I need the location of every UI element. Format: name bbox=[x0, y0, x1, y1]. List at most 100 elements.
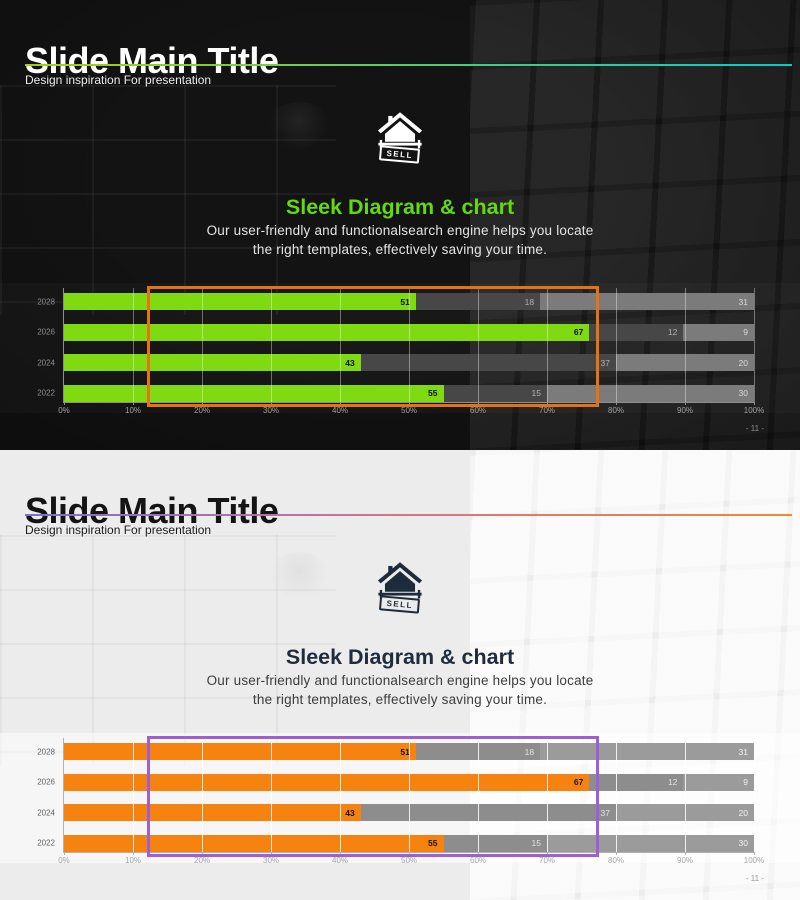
gridline bbox=[478, 738, 479, 852]
gridline bbox=[478, 288, 479, 402]
value-label: 20 bbox=[738, 357, 748, 368]
gridline bbox=[202, 288, 203, 402]
value-label: 43 bbox=[345, 357, 355, 368]
lamp-decoration bbox=[268, 552, 330, 600]
value-label: 18 bbox=[524, 296, 535, 307]
value-label: 37 bbox=[600, 807, 610, 818]
x-tick-label: 20% bbox=[193, 406, 211, 415]
gridline bbox=[271, 738, 272, 852]
value-label: 20 bbox=[738, 807, 748, 818]
category-label: 2022 bbox=[37, 388, 55, 398]
axis-tick bbox=[616, 852, 617, 855]
gridline bbox=[271, 288, 272, 402]
axis-tick bbox=[547, 852, 548, 855]
bar-segment-segment-1: 67 bbox=[64, 773, 590, 791]
axis-tick bbox=[685, 402, 686, 405]
gridline bbox=[340, 738, 341, 852]
x-tick-label: 90% bbox=[676, 406, 694, 415]
gridline bbox=[133, 288, 134, 402]
bar-segment-segment-1: 51 bbox=[64, 293, 416, 310]
axis-tick bbox=[202, 852, 203, 855]
house-icon bbox=[377, 562, 423, 599]
sell-sign-label: SELL bbox=[379, 145, 421, 164]
axis-tick bbox=[133, 852, 134, 855]
axis-tick bbox=[754, 852, 755, 855]
axis-tick bbox=[133, 402, 134, 405]
stacked-bar-chart: 0% 10% 20% 30% 40% 50% 60% 70% 80% 90% 100% 2028 51 1… bbox=[37, 286, 764, 415]
x-tick-label: 0% bbox=[58, 406, 70, 415]
value-label: 55 bbox=[428, 388, 438, 399]
slide-subtitle: Design inspiration For presentation bbox=[25, 523, 212, 537]
value-label: 15 bbox=[531, 388, 541, 399]
bar-segment-segment-2: 18 bbox=[415, 743, 541, 760]
gridline bbox=[616, 288, 617, 402]
slide-title: Slide Main Title bbox=[25, 40, 279, 82]
value-label: 12 bbox=[667, 326, 678, 337]
x-tick-label: 100% bbox=[743, 406, 765, 415]
value-label: 12 bbox=[667, 776, 678, 787]
axis-tick bbox=[271, 852, 272, 855]
bar-row: 2024 43 37 20 bbox=[37, 354, 754, 372]
x-tick-label: 10% bbox=[124, 856, 142, 865]
title-underline bbox=[25, 514, 792, 516]
gridline bbox=[754, 288, 755, 402]
bar-segment-segment-2: 12 bbox=[589, 323, 684, 341]
category-label: 2026 bbox=[37, 777, 55, 787]
axis-tick bbox=[754, 402, 755, 405]
gridline bbox=[754, 738, 755, 852]
category-label: 2024 bbox=[37, 808, 55, 818]
x-tick-label: 90% bbox=[676, 856, 694, 865]
section-heading: Sleek Diagram & chart bbox=[285, 194, 515, 219]
stacked-bar-chart: 0% 10% 20% 30% 40% 50% 60% 70% 80% 90% 100% 2028 51 1… bbox=[37, 736, 764, 865]
lamp-decoration bbox=[268, 102, 330, 150]
gridline bbox=[202, 738, 203, 852]
x-tick-label: 30% bbox=[262, 406, 280, 415]
x-tick-label: 80% bbox=[607, 406, 625, 415]
axis-tick bbox=[685, 852, 686, 855]
x-tick-label: 100% bbox=[743, 856, 765, 865]
value-label: 37 bbox=[600, 357, 610, 368]
value-label: 15 bbox=[531, 838, 541, 849]
gridline bbox=[685, 288, 686, 402]
gridline bbox=[616, 738, 617, 852]
bar-segment-segment-3: 30 bbox=[547, 384, 754, 402]
x-tick-label: 40% bbox=[331, 856, 349, 865]
page-number: - 11 - bbox=[745, 424, 764, 433]
bar-segment-segment-2: 18 bbox=[415, 293, 541, 310]
value-label: 51 bbox=[400, 746, 410, 757]
slide-subtitle: Design inspiration For presentation bbox=[25, 73, 212, 87]
bar-segment-segment-2: 37 bbox=[360, 354, 616, 372]
gridline bbox=[409, 738, 410, 852]
axis-tick bbox=[340, 402, 341, 405]
axis-tick bbox=[478, 402, 479, 405]
page-number: - 11 - bbox=[745, 874, 764, 883]
bar-segment-segment-1: 43 bbox=[64, 804, 361, 822]
value-label: 31 bbox=[738, 296, 748, 307]
axis-tick bbox=[340, 852, 341, 855]
gridline bbox=[409, 288, 410, 402]
bar-segment-segment-1: 55 bbox=[64, 384, 444, 402]
slide-light: Slide Main Title Design inspiration For … bbox=[0, 450, 800, 900]
bar-segment-segment-1: 43 bbox=[64, 354, 361, 372]
category-label: 2028 bbox=[37, 747, 55, 756]
category-label: 2022 bbox=[37, 838, 55, 848]
axis-tick bbox=[409, 852, 410, 855]
bar-segment-segment-3: 9 bbox=[683, 323, 754, 341]
bar-segment-segment-3: 31 bbox=[540, 293, 754, 310]
x-tick-label: 60% bbox=[469, 856, 487, 865]
bar-segment-segment-3: 31 bbox=[540, 743, 754, 760]
x-tick-label: 30% bbox=[262, 856, 280, 865]
bar-segment-segment-3: 30 bbox=[547, 834, 754, 852]
value-label: 18 bbox=[524, 746, 535, 757]
x-tick-label: 50% bbox=[400, 406, 418, 415]
value-label: 9 bbox=[743, 776, 748, 787]
gridline bbox=[340, 288, 341, 402]
x-tick-label: 40% bbox=[331, 406, 349, 415]
gridline bbox=[133, 738, 134, 852]
house-icon bbox=[377, 112, 423, 149]
x-tick-label: 70% bbox=[538, 856, 556, 865]
x-tick-label: 80% bbox=[607, 856, 625, 865]
axis-tick bbox=[478, 852, 479, 855]
house-sell-icon: SELL bbox=[377, 562, 424, 614]
